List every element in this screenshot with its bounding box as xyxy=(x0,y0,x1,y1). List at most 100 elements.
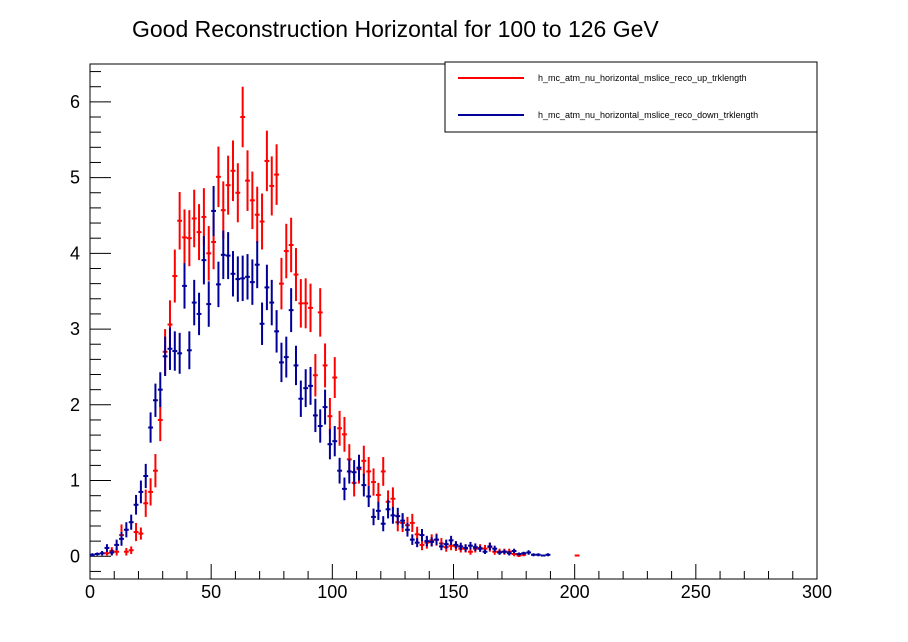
data-point xyxy=(322,343,328,388)
data-point xyxy=(458,542,464,551)
data-point xyxy=(303,278,309,329)
data-point xyxy=(104,544,110,552)
data-point xyxy=(225,155,231,215)
data-point xyxy=(220,181,226,239)
data-point xyxy=(298,380,304,417)
data-point xyxy=(191,189,197,248)
data-point xyxy=(419,539,425,551)
data-point xyxy=(128,514,134,530)
data-point xyxy=(385,500,391,519)
data-point xyxy=(419,529,425,542)
data-point xyxy=(317,409,323,443)
data-point xyxy=(424,535,430,547)
data-point xyxy=(133,494,139,515)
data-point xyxy=(220,230,226,280)
data-point xyxy=(143,489,149,517)
data-point xyxy=(230,140,236,202)
data-point xyxy=(438,542,444,551)
y-tick-label: 0 xyxy=(70,546,80,566)
data-point xyxy=(443,539,449,549)
data-point xyxy=(240,86,246,148)
data-point xyxy=(400,513,406,529)
x-tick-label: 300 xyxy=(802,582,832,602)
x-tick-label: 150 xyxy=(438,582,468,602)
data-point xyxy=(172,249,178,303)
data-point xyxy=(371,468,376,496)
y-tick-label: 3 xyxy=(70,319,80,339)
data-point xyxy=(119,532,124,546)
data-point xyxy=(375,501,381,520)
data-point xyxy=(245,254,250,300)
data-point xyxy=(472,543,478,551)
data-point xyxy=(380,516,386,532)
legend: h_mc_atm_nu_horizontal_mslice_reco_up_tr… xyxy=(444,61,818,133)
data-point xyxy=(298,279,304,328)
data-point xyxy=(235,163,241,223)
data-point xyxy=(264,130,270,192)
x-tick-label: 50 xyxy=(201,582,221,602)
data-point xyxy=(468,541,473,550)
data-point xyxy=(177,191,183,250)
data-point xyxy=(249,171,255,230)
data-point xyxy=(283,223,289,279)
data-point xyxy=(148,412,154,443)
data-point xyxy=(153,383,158,417)
data-point xyxy=(186,210,192,267)
data-point xyxy=(109,549,115,556)
data-point xyxy=(482,549,488,555)
data-point xyxy=(429,537,435,547)
data-point xyxy=(99,550,105,556)
data-point xyxy=(337,457,343,484)
y-tick-label: 4 xyxy=(70,243,80,263)
data-point xyxy=(259,302,265,345)
data-point xyxy=(293,345,299,386)
data-point xyxy=(254,241,260,289)
data-point xyxy=(531,553,536,557)
y-tick-label: 5 xyxy=(70,168,80,188)
chart-title: Good Reconstruction Horizontal for 100 t… xyxy=(132,16,659,42)
data-point xyxy=(312,354,318,397)
data-point xyxy=(153,454,158,488)
data-point xyxy=(269,156,275,216)
data-point xyxy=(516,552,522,556)
data-point xyxy=(90,553,95,557)
data-point xyxy=(511,548,517,554)
data-point xyxy=(216,261,221,308)
x-tick-label: 200 xyxy=(560,582,590,602)
data-point xyxy=(283,336,289,378)
data-point xyxy=(468,548,473,555)
data-point xyxy=(274,310,280,353)
data-point xyxy=(535,553,541,557)
data-point xyxy=(167,327,173,370)
series-layer xyxy=(90,86,580,558)
data-point xyxy=(177,332,183,374)
data-point xyxy=(540,554,546,557)
y-tick-label: 1 xyxy=(70,471,80,491)
data-point xyxy=(390,487,396,511)
data-point xyxy=(274,144,280,205)
data-point xyxy=(182,209,187,266)
y-axis: 0 1 2 3 4 5 6 xyxy=(70,71,111,572)
x-tick-label: 0 xyxy=(85,582,95,602)
data-point xyxy=(308,366,313,405)
data-point xyxy=(337,410,343,446)
data-point xyxy=(322,389,328,425)
data-point xyxy=(342,416,347,452)
data-point xyxy=(434,534,439,545)
data-point xyxy=(138,527,144,540)
data-point xyxy=(206,281,212,327)
data-point xyxy=(492,545,498,552)
x-tick-label: 100 xyxy=(317,582,347,602)
data-point xyxy=(327,397,333,435)
y-tick-label: 6 xyxy=(70,92,80,112)
data-point xyxy=(409,513,415,533)
data-point xyxy=(487,542,493,551)
data-point xyxy=(545,553,551,557)
data-point xyxy=(448,535,454,545)
data-point xyxy=(463,544,469,552)
data-point xyxy=(414,538,420,548)
data-point xyxy=(288,288,294,333)
data-point xyxy=(211,185,217,236)
data-point xyxy=(342,477,347,501)
data-point xyxy=(249,259,255,305)
